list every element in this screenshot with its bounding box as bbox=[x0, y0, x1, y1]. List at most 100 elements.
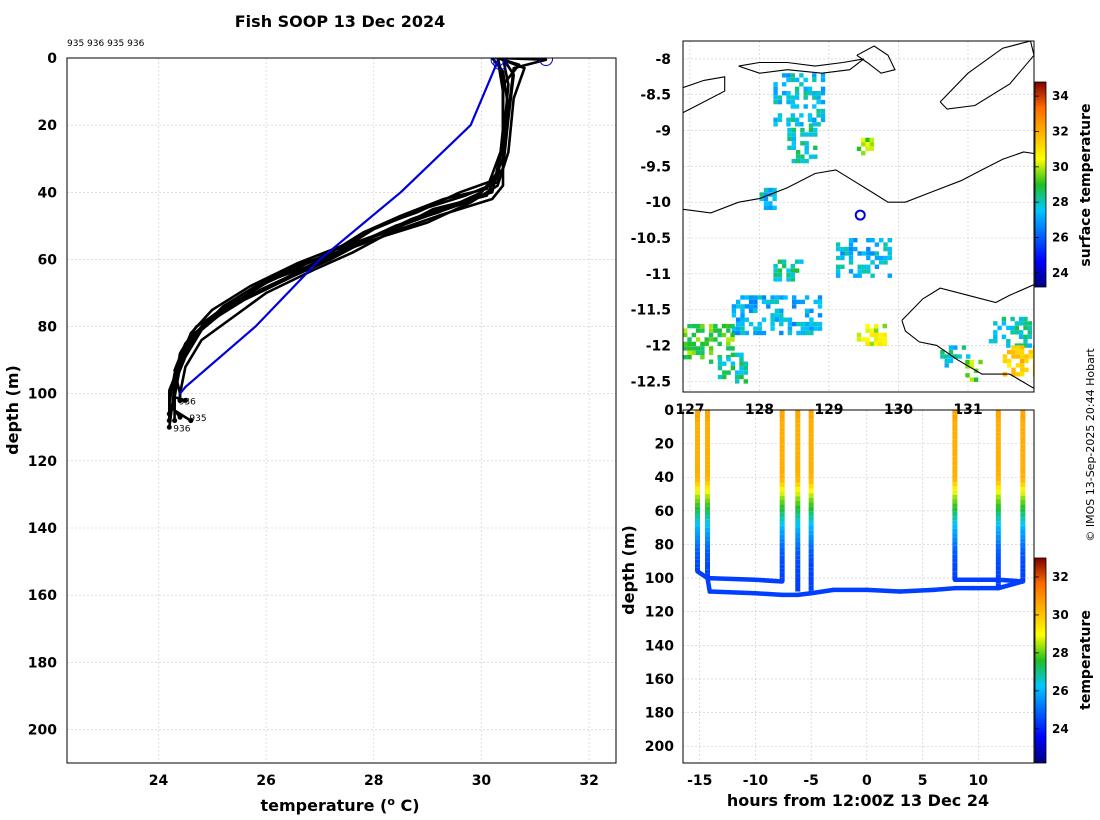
sst-pixel bbox=[883, 260, 888, 265]
sst-pixel bbox=[856, 332, 862, 338]
sst-pixel bbox=[721, 323, 727, 329]
profile-x-tick-label: 26 bbox=[256, 773, 275, 789]
sst-pixel bbox=[787, 326, 793, 331]
map-y-tick-label: -9 bbox=[655, 124, 671, 140]
sst-pixel bbox=[768, 201, 773, 206]
sst-pixel bbox=[790, 277, 795, 282]
profile-y-label: depth (m) bbox=[3, 365, 22, 455]
surface-marker bbox=[490, 58, 505, 67]
sst-pixel bbox=[794, 91, 800, 96]
sst-pixel bbox=[887, 238, 892, 243]
sst-pixel bbox=[800, 154, 805, 159]
sst-pixel bbox=[1027, 321, 1032, 326]
sst-pixel bbox=[882, 332, 887, 338]
sst-pixel bbox=[861, 151, 866, 156]
sst-pixel bbox=[779, 330, 784, 336]
sst-pixel bbox=[803, 77, 808, 83]
coastline bbox=[683, 76, 726, 114]
sst-pixel bbox=[1014, 321, 1020, 326]
depth-time-x-ticks: -15 -10 -5 0 5 10 bbox=[687, 773, 988, 789]
sst-pixel bbox=[820, 99, 826, 105]
sst-pixel bbox=[874, 323, 879, 329]
sst-pixel bbox=[687, 337, 692, 342]
sst-pixel bbox=[790, 73, 795, 78]
sst-pixel bbox=[731, 313, 737, 318]
depth-time-y-label: depth (m) bbox=[619, 525, 638, 615]
profile-y-tick-label: 140 bbox=[28, 521, 57, 537]
profile-end-marker bbox=[166, 411, 172, 417]
sst-pixel bbox=[708, 323, 714, 329]
sst-pixel bbox=[790, 263, 795, 269]
sst-pixel bbox=[1015, 345, 1021, 350]
sst-pixel bbox=[790, 99, 795, 105]
sst-pixel bbox=[770, 317, 775, 322]
sst-pixel bbox=[861, 251, 867, 256]
sst-pixel bbox=[731, 326, 737, 331]
profile-line-profile-8 bbox=[173, 58, 548, 401]
sst-pixel bbox=[795, 150, 801, 155]
sst-pixel bbox=[708, 332, 714, 338]
sst-pixel bbox=[774, 313, 780, 318]
sst-pixel bbox=[790, 117, 795, 122]
sst-pixel bbox=[812, 73, 817, 78]
map-colorbar bbox=[1034, 81, 1047, 288]
sst-pixel bbox=[786, 95, 791, 100]
sst-pixel bbox=[717, 341, 722, 347]
sst-pixel bbox=[883, 246, 888, 252]
sst-pixel bbox=[1010, 325, 1015, 331]
sst-pixel bbox=[739, 357, 744, 362]
map-y-tick-label: -10.5 bbox=[631, 231, 671, 247]
profile-cast-label: 936 bbox=[179, 397, 196, 407]
sst-pixel bbox=[848, 255, 854, 261]
sst-pixel bbox=[835, 255, 841, 261]
sst-pixel bbox=[695, 350, 701, 355]
depth-time-y-tick-label: 0 bbox=[664, 403, 674, 419]
tow-path-segment bbox=[808, 587, 836, 596]
sst-pixel bbox=[1002, 358, 1008, 364]
sst-pixel bbox=[1019, 330, 1024, 335]
map-colorbar-tick-label: 30 bbox=[1052, 160, 1069, 174]
sst-pixel bbox=[882, 323, 887, 329]
sst-pixel bbox=[965, 364, 970, 369]
depth-time-x-tick-label: 5 bbox=[918, 773, 928, 789]
sst-pixel bbox=[817, 313, 823, 318]
sst-pixel bbox=[820, 73, 826, 78]
sst-pixel bbox=[808, 132, 814, 137]
depth-time-y-tick-label: 60 bbox=[655, 504, 675, 520]
sst-pixel bbox=[869, 137, 875, 143]
sst-pixel bbox=[835, 242, 841, 247]
sst-pixel bbox=[870, 260, 875, 265]
sst-pixel bbox=[804, 145, 809, 150]
map-colorbar-label: surface temperature bbox=[1078, 103, 1094, 266]
sst-pixel bbox=[813, 321, 818, 327]
depth-time-colorbar-tick-label: 26 bbox=[1052, 684, 1069, 698]
sst-pixel bbox=[687, 346, 692, 351]
sst-pixel bbox=[787, 145, 792, 150]
sst-pixel bbox=[865, 323, 870, 329]
sst-pixel bbox=[726, 370, 731, 375]
sst-pixel bbox=[813, 132, 818, 137]
sst-pixel bbox=[761, 330, 767, 336]
sst-pixel bbox=[1015, 372, 1021, 377]
sst-pixel bbox=[777, 95, 783, 100]
sst-pixel bbox=[700, 346, 705, 351]
sst-pixel bbox=[820, 113, 826, 118]
depth-time-x-label: hours from 12:00Z 13 Dec 24 bbox=[727, 791, 989, 810]
sst-pixel bbox=[866, 251, 871, 256]
profile-line-climatology bbox=[179, 60, 499, 395]
sst-pixel bbox=[794, 77, 800, 83]
sst-pixel bbox=[799, 259, 804, 264]
sst-pixel bbox=[799, 113, 804, 118]
sst-pixel bbox=[763, 201, 769, 206]
sst-pixel bbox=[993, 334, 998, 339]
sst-pixel bbox=[840, 264, 845, 269]
sst-pixel bbox=[800, 158, 805, 164]
sst-pixel bbox=[708, 350, 714, 355]
sst-pixel bbox=[783, 295, 788, 300]
sst-pixel bbox=[687, 350, 692, 355]
sst-pixel bbox=[740, 317, 745, 322]
sst-pixel bbox=[704, 341, 709, 347]
sst-pixel bbox=[757, 321, 762, 327]
map-y-tick-label: -10 bbox=[646, 195, 672, 211]
sst-pixel bbox=[743, 379, 748, 384]
